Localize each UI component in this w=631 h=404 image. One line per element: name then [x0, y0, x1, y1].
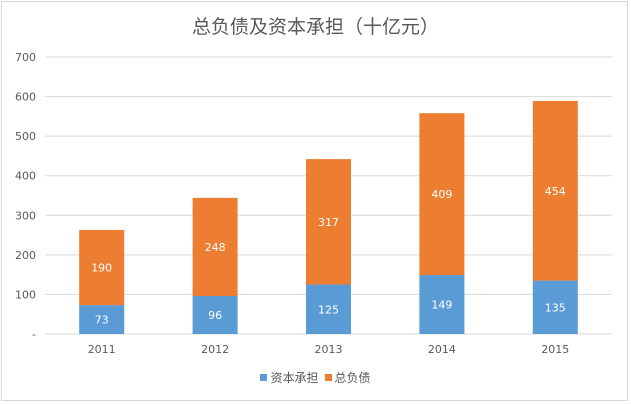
- x-axis-ticks: 2011 2012 2013 2014 2015: [88, 343, 570, 356]
- data-label: 317: [318, 216, 339, 229]
- data-label: 73: [95, 314, 109, 327]
- legend-swatch-liabilities: [324, 374, 332, 381]
- data-label: 125: [318, 303, 339, 316]
- bar-capital: [532, 280, 578, 334]
- y-tick-label: 300: [15, 209, 36, 222]
- y-tick-label: -: [32, 328, 36, 341]
- y-tick-label: 700: [15, 51, 36, 64]
- bar-liabilities: [532, 100, 578, 281]
- bar-capital: [192, 296, 238, 334]
- legend-label-liabilities: 总负债: [334, 371, 371, 385]
- legend-item-capital: 资本承担: [260, 369, 319, 386]
- x-tick-label: 2014: [428, 343, 456, 356]
- chart-title: 总负债及资本承担（十亿元）: [191, 16, 439, 38]
- data-label: 248: [205, 241, 226, 254]
- bar-liabilities: [419, 113, 465, 276]
- bar-capital: [79, 305, 125, 334]
- bar-liabilities: [79, 229, 125, 306]
- data-label: 135: [545, 301, 566, 314]
- bar-capital: [306, 284, 351, 334]
- x-tick-label: 2013: [315, 343, 343, 356]
- legend-swatch-capital: [260, 374, 268, 381]
- x-tick-label: 2011: [88, 343, 116, 356]
- x-tick-label: 2012: [201, 343, 229, 356]
- bars: 73 190 96 248 125 317 149 409 135 454: [79, 100, 578, 334]
- data-label: 96: [208, 309, 222, 322]
- y-tick-label: 500: [15, 130, 36, 143]
- bar-capital: [419, 275, 465, 334]
- legend-label-capital: 资本承担: [270, 371, 319, 385]
- bar-liabilities: [306, 159, 351, 285]
- x-tick-label: 2015: [541, 343, 569, 356]
- bar-liabilities: [192, 197, 238, 297]
- y-tick-label: 100: [15, 288, 36, 301]
- data-label: 409: [431, 188, 452, 201]
- data-label: 454: [545, 185, 566, 198]
- y-tick-label: 600: [15, 91, 36, 104]
- y-tick-label: 200: [15, 249, 36, 262]
- data-label: 190: [91, 262, 112, 275]
- data-label: 149: [431, 299, 452, 312]
- y-tick-label: 400: [15, 170, 36, 183]
- legend: 资本承担 总负债: [0, 369, 631, 386]
- y-axis-ticks: - 100 200 300 400 500 600 700: [15, 51, 36, 341]
- legend-item-liabilities: 总负债: [324, 369, 371, 386]
